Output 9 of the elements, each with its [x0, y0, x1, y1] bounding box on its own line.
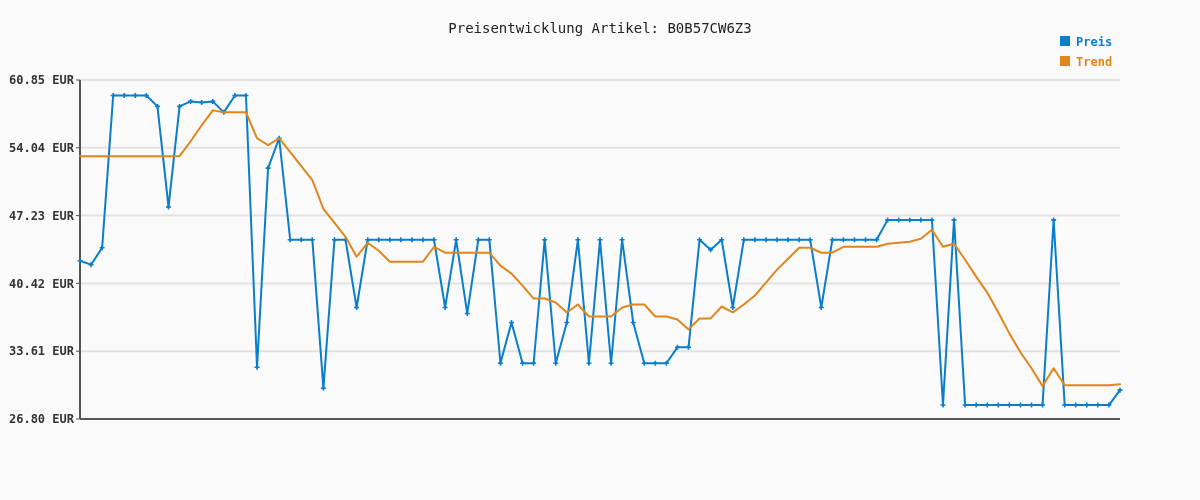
chart-title: Preisentwicklung Artikel: B0B57CW6Z3 — [448, 20, 752, 36]
y-tick-label: 33.61 EUR — [8, 344, 75, 359]
legend-label: Preis — [1076, 35, 1113, 49]
y-tick-label: 47.23 EUR — [8, 208, 75, 223]
y-tick-label: 40.42 EUR — [8, 276, 75, 291]
y-tick-label: 54.04 EUR — [8, 141, 75, 155]
legend-label: Trend — [1076, 55, 1113, 69]
y-tick-label: 26.80 EUR — [8, 412, 75, 427]
y-tick-label: 60.85 EUR — [8, 73, 75, 88]
